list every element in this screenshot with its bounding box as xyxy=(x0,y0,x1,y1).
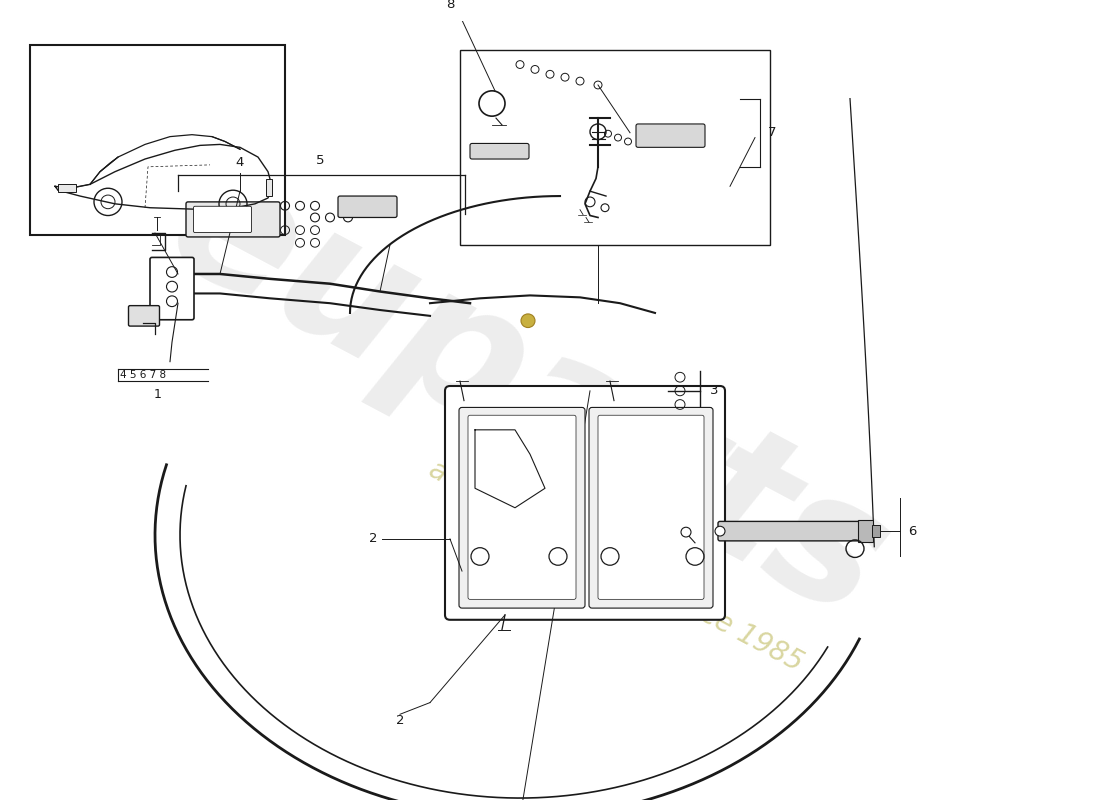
Text: 2: 2 xyxy=(370,533,378,546)
Text: 1: 1 xyxy=(154,388,162,401)
Text: 5: 5 xyxy=(316,154,324,167)
Text: 4 5 6 7 8: 4 5 6 7 8 xyxy=(120,370,166,380)
FancyBboxPatch shape xyxy=(468,415,576,599)
FancyBboxPatch shape xyxy=(470,143,529,159)
Bar xyxy=(872,526,880,537)
Text: 3: 3 xyxy=(710,384,718,398)
FancyBboxPatch shape xyxy=(150,258,194,320)
Text: 2: 2 xyxy=(396,714,405,726)
Bar xyxy=(266,178,272,196)
FancyBboxPatch shape xyxy=(636,124,705,147)
FancyBboxPatch shape xyxy=(186,202,280,237)
Circle shape xyxy=(715,526,725,536)
Circle shape xyxy=(521,314,535,327)
Bar xyxy=(858,521,873,542)
Bar xyxy=(460,50,770,245)
FancyBboxPatch shape xyxy=(588,407,713,608)
FancyBboxPatch shape xyxy=(338,196,397,218)
Text: 7: 7 xyxy=(768,126,777,139)
FancyBboxPatch shape xyxy=(598,415,704,599)
FancyBboxPatch shape xyxy=(194,206,252,233)
FancyBboxPatch shape xyxy=(129,306,160,326)
Bar xyxy=(30,45,285,235)
FancyBboxPatch shape xyxy=(718,522,862,541)
Text: euparts: euparts xyxy=(141,133,915,657)
Text: 6: 6 xyxy=(908,525,916,538)
Bar xyxy=(58,184,76,192)
Text: 4: 4 xyxy=(235,156,244,169)
Text: 8: 8 xyxy=(446,0,454,11)
Text: a passion for parts since 1985: a passion for parts since 1985 xyxy=(425,455,807,677)
FancyBboxPatch shape xyxy=(446,386,725,620)
FancyBboxPatch shape xyxy=(459,407,585,608)
Circle shape xyxy=(681,527,691,537)
